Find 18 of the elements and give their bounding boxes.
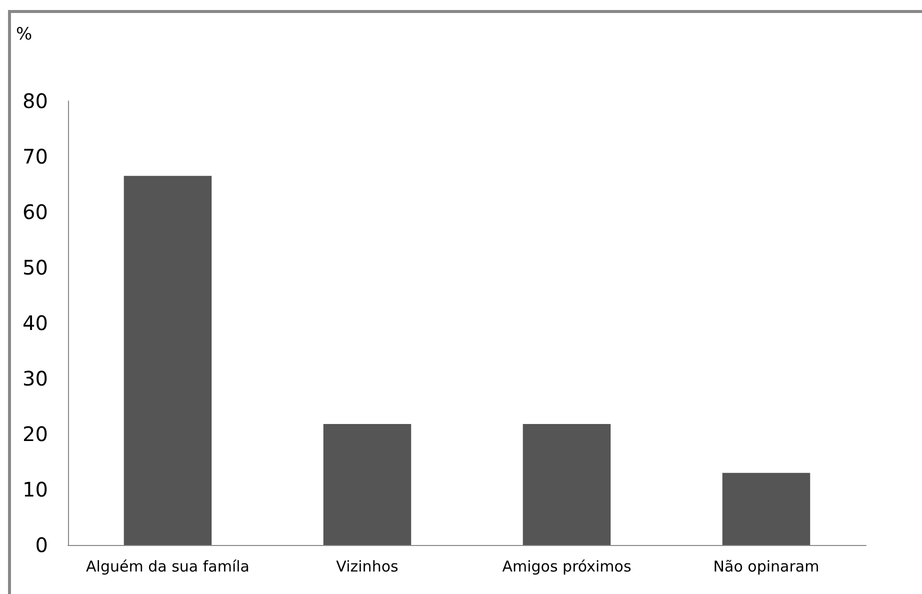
y-tick-label: 40 [22, 311, 48, 335]
bar [124, 176, 212, 545]
y-axis-title: % [16, 24, 32, 44]
y-tick-label: 30 [22, 366, 48, 390]
y-tick-label: 80 [22, 89, 48, 113]
x-tick-label: Não opinaram [713, 558, 820, 576]
y-tick-label: 10 [22, 478, 48, 502]
bar [522, 424, 611, 545]
y-tick-label: 20 [22, 422, 48, 446]
x-tick-label: Alguém da sua famíla [86, 558, 250, 576]
x-tick-label: Vizinhos [336, 558, 399, 576]
y-tick-label: 70 [22, 144, 48, 168]
bar [323, 424, 412, 545]
y-tick-label: 50 [22, 256, 48, 280]
y-tick-label: 0 [35, 533, 48, 557]
bar [722, 472, 810, 545]
y-tick-label: 60 [22, 200, 48, 224]
x-tick-label: Amigos próximos [502, 558, 632, 576]
